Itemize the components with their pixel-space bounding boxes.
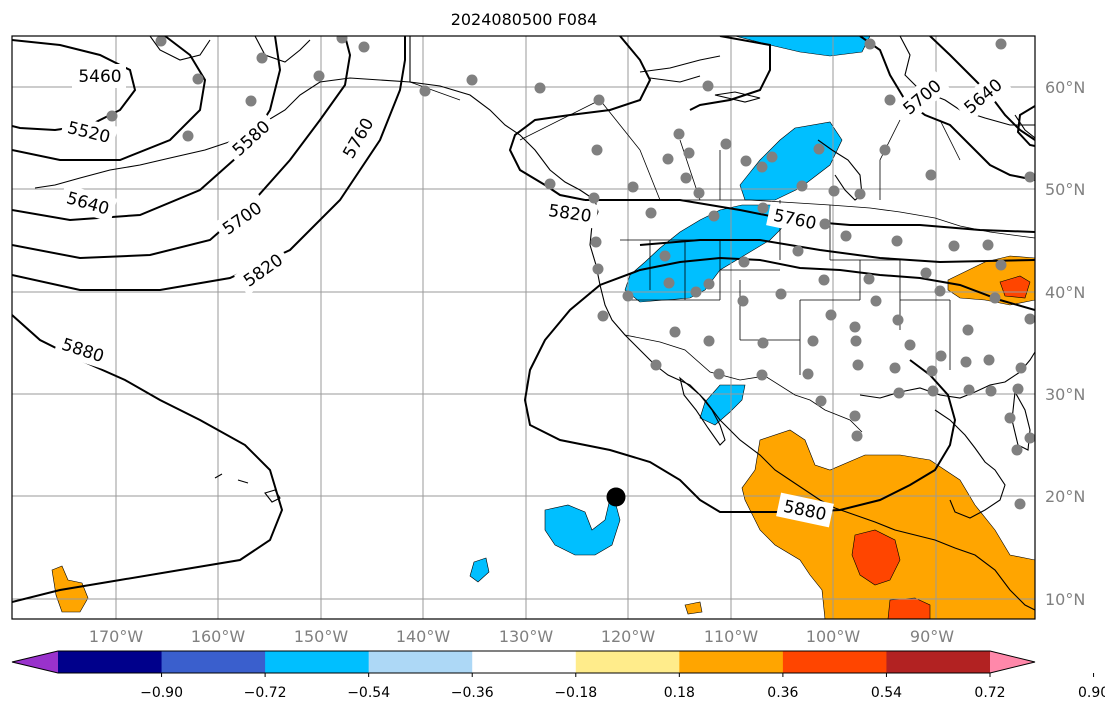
map-title: 2024080500 F084 [451, 10, 598, 29]
longitude-labels: 170°W 160°W 150°W 140°W 130°W 120°W 110°… [89, 627, 954, 646]
lon-label: 120°W [601, 627, 656, 646]
colorbar-swatch [782, 651, 887, 673]
lon-label: 150°W [294, 627, 349, 646]
colorbar-swatch [368, 651, 473, 673]
station-dots [106, 36, 1035, 510]
colorbar-swatch [472, 651, 577, 673]
storm-center-marker [606, 487, 626, 507]
lat-label: 40°N [1045, 283, 1085, 302]
colorbar-tick-label: −0.36 [451, 685, 494, 701]
lat-label: 20°N [1045, 487, 1085, 506]
colorbar-tick-label: −0.18 [554, 685, 597, 701]
colorbar-swatch [161, 651, 266, 673]
colorbar-tick-label: −0.54 [347, 685, 390, 701]
colorbar-swatch [886, 651, 991, 673]
map-panel: 5460 5520 5580 5640 5700 5760 5820 5880 … [12, 36, 1035, 619]
lat-label: 50°N [1045, 180, 1085, 199]
colorbar-swatch [575, 651, 680, 673]
colorbar-tick-label: −0.90 [140, 685, 183, 701]
lon-label: 100°W [806, 627, 861, 646]
lat-label: 10°N [1045, 590, 1085, 609]
positive-anomaly-fills [51, 255, 1035, 619]
colorbar-extend-low [12, 651, 58, 673]
colorbar-swatch [679, 651, 784, 673]
lon-label: 160°W [191, 627, 246, 646]
colorbar: −0.90 −0.72 −0.54 −0.36 −0.18 0.18 0.36 0.54 0.7… [11, 650, 1105, 701]
colorbar-tick-label: 0.90 [1078, 685, 1105, 701]
graticule [12, 36, 1035, 619]
lon-label: 170°W [89, 627, 144, 646]
colorbar-extend-high [990, 651, 1035, 673]
colorbar-tick-label: 0.54 [871, 685, 902, 701]
colorbar-swatch [265, 651, 370, 673]
contour-label: 5460 [78, 67, 121, 87]
lat-label: 60°N [1045, 78, 1085, 97]
lat-label: 30°N [1045, 385, 1085, 404]
latitude-labels: 60°N 50°N 40°N 30°N 20°N 10°N [1045, 78, 1085, 609]
lon-label: 110°W [704, 627, 759, 646]
lon-label: 140°W [396, 627, 451, 646]
map-frame [11, 35, 1036, 620]
lon-label: 90°W [910, 627, 954, 646]
colorbar-outline [11, 650, 1036, 674]
colorbar-tick-label: 0.72 [974, 685, 1005, 701]
colorbar-tick-label: −0.72 [244, 685, 287, 701]
colorbar-tick-label: 0.36 [767, 685, 798, 701]
lon-label: 130°W [499, 627, 554, 646]
colorbar-swatch [58, 651, 163, 673]
colorbar-tick-label: 0.18 [664, 685, 695, 701]
negative-anomaly-fills [469, 36, 871, 583]
